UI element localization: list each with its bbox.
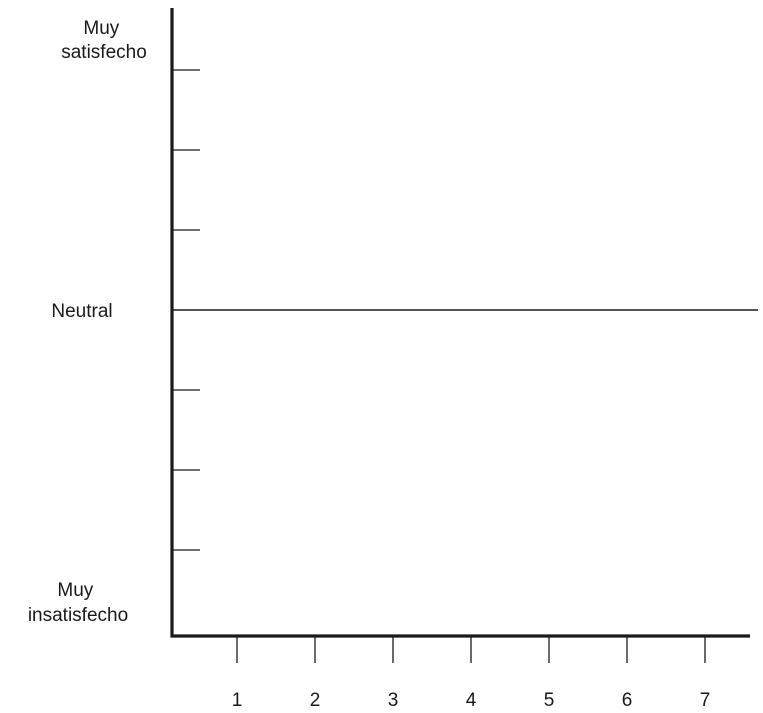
y-label-top-line1: Muy: [83, 18, 119, 39]
y-tick-group: [172, 69, 200, 551]
y-label-top-line2: satisfecho: [61, 42, 147, 63]
y-label-bottom-line2: insatisfecho: [28, 605, 128, 626]
x-tick-group: 1 2 3 4 5 6 7: [232, 636, 711, 711]
y-label-top: Muy satisfecho: [61, 18, 147, 63]
x-tick-label-6: 6: [622, 690, 633, 711]
y-label-middle-line1: Neutral: [51, 301, 112, 322]
x-tick-label-5: 5: [544, 690, 555, 711]
x-tick-label-1: 1: [232, 690, 243, 711]
x-tick-label-3: 3: [388, 690, 399, 711]
x-tick-label-7: 7: [700, 690, 711, 711]
x-tick-label-4: 4: [466, 690, 477, 711]
x-tick-label-2: 2: [310, 690, 321, 711]
y-label-bottom-line1: Muy: [57, 580, 93, 601]
y-label-bottom: Muy insatisfecho: [28, 580, 128, 626]
y-label-middle: Neutral: [51, 301, 112, 322]
